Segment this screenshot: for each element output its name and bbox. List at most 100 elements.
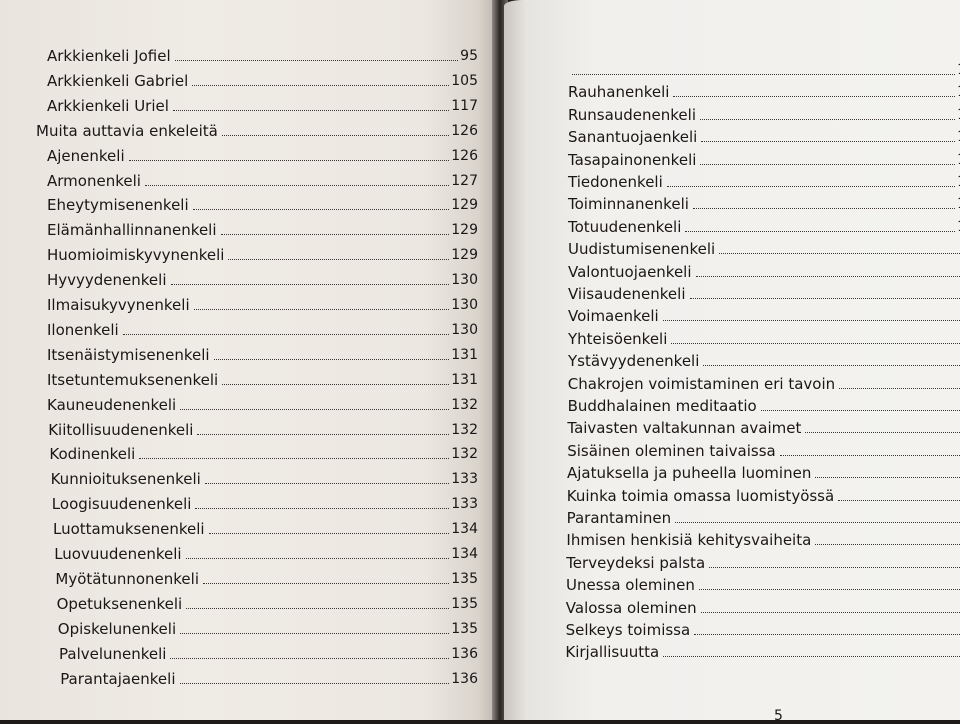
toc-entry-title: Buddhalainen meditaatio — [568, 397, 757, 415]
dot-leader — [694, 634, 960, 635]
toc-entry-title: Rauhanenkeli — [568, 83, 669, 101]
dot-leader — [696, 276, 960, 277]
toc-entry-title: Sanantuojaenkeli — [568, 128, 697, 146]
toc-entry-page: 131 — [451, 346, 478, 364]
toc-entry-title: Luovuudenenkeli — [54, 545, 181, 563]
dot-leader — [186, 558, 450, 559]
toc-entry-title: Toiminnanenkeli — [568, 195, 689, 213]
toc-entry-title: Voimaenkeli — [568, 307, 659, 325]
dot-leader — [186, 608, 449, 609]
toc-entry-title: Kiitollisuudenenkeli — [48, 421, 193, 439]
dot-leader — [693, 208, 955, 209]
toc-entry: Itsenäistymisenenkeli 131 — [47, 346, 478, 364]
dot-leader — [203, 583, 449, 584]
dot-leader — [228, 259, 449, 260]
toc-entry-title: Ihmisen henkisiä kehitysvaiheita — [566, 531, 811, 549]
toc-entry-title: Valontuojaenkeli — [568, 263, 692, 281]
toc-entry: Armonenkeli 127 — [47, 172, 478, 190]
dot-leader — [685, 231, 955, 232]
toc-entry-title: Ystävyydenenkeli — [568, 352, 699, 370]
dot-leader — [701, 612, 960, 613]
toc-entry-title: Tiedonenkeli — [568, 173, 663, 191]
toc-entry-title: Ilmaisukyvynenkeli — [47, 296, 190, 314]
toc-entry-title: Kauneudenenkeli — [47, 396, 176, 414]
dot-leader — [123, 334, 450, 335]
toc-entry-page: 105 — [451, 72, 478, 90]
toc-entry-page: 126 — [451, 147, 478, 165]
dot-leader — [690, 298, 960, 299]
dot-leader — [194, 309, 450, 310]
dot-leader — [193, 209, 450, 210]
toc-entry-title: Viisaudenenkeli — [568, 285, 686, 303]
dot-leader — [205, 483, 449, 484]
toc-entry-title: Taivasten valtakunnan avaimet — [567, 419, 801, 437]
toc-entry-title: Parantaminen — [567, 509, 672, 527]
dot-leader — [170, 658, 449, 659]
page-number: 5 — [774, 708, 783, 724]
toc-entry-title: Myötätunnonenkeli — [55, 570, 199, 588]
dot-leader — [805, 432, 960, 433]
toc-entry-page: 95 — [460, 47, 478, 65]
toc-entry-title: Parantajaenkeli — [60, 670, 175, 688]
dot-leader — [761, 410, 960, 411]
toc-entry-title: Luottamuksenenkeli — [53, 520, 205, 538]
toc-entry-page: 134 — [451, 545, 478, 563]
toc-entry: Ystävyydenenkeli — [568, 352, 960, 370]
toc-entry-title: Unessa oleminen — [566, 576, 695, 594]
toc-entry-title: Armonenkeli — [47, 172, 141, 190]
toc-entry-title: Opetuksenenkeli — [57, 595, 183, 613]
toc-entry-page: 132 — [451, 445, 478, 463]
dot-leader — [222, 384, 449, 385]
toc-entry-page: 130 — [451, 296, 478, 314]
dot-leader — [173, 110, 449, 111]
toc-entry: Parantaminen — [567, 509, 960, 527]
toc-entry: Kuinka toimia omassa luomistyössä — [567, 487, 960, 505]
dot-leader — [780, 455, 960, 456]
toc-entry-title: Hyvyydenenkeli — [47, 271, 167, 289]
toc-entry-title: Chakrojen voimistaminen eri tavoin — [568, 375, 835, 393]
dot-leader — [839, 388, 960, 389]
dot-leader — [221, 234, 450, 235]
toc-entry-title: Ajenenkeli — [47, 147, 125, 165]
dot-leader — [145, 185, 449, 186]
dot-leader — [192, 85, 449, 86]
toc-entry-page: 136 — [451, 645, 478, 663]
toc-entry: Ilmaisukyvynenkeli 130 — [47, 296, 478, 314]
toc-entry-page: 132 — [451, 421, 478, 439]
toc-entry: Rauhanenkeli1 — [568, 83, 960, 101]
toc-entry: Yhteisöenkeli — [568, 330, 960, 348]
dot-leader — [699, 589, 960, 590]
toc-entry: Chakrojen voimistaminen eri tavoin — [568, 375, 960, 393]
toc-entry-title: Tasapainonenkeli — [568, 151, 696, 169]
toc-entry-title: Itsenäistymisenenkeli — [47, 346, 210, 364]
dot-leader — [709, 567, 960, 568]
toc-entry: Unessa oleminen — [566, 576, 960, 594]
toc-entry: Toiminnanenkeli1 — [568, 195, 960, 213]
toc-entry: 1 — [568, 61, 960, 79]
toc-entry-title: Kunnioituksenenkeli — [51, 470, 201, 488]
toc-entry: Sanantuojaenkeli1 — [568, 128, 960, 146]
dot-leader — [701, 141, 955, 142]
toc-entry: Kirjallisuutta — [565, 643, 960, 661]
dot-leader — [195, 508, 449, 509]
dot-leader — [667, 186, 955, 187]
toc-entry-page: 127 — [451, 172, 478, 190]
toc-entry-title: Runsaudenenkeli — [568, 106, 696, 124]
toc-entry-page: 129 — [451, 196, 478, 214]
toc-entry-title: Opiskelunenkeli — [58, 620, 176, 638]
toc-entry-page: 117 — [451, 97, 478, 115]
dot-leader — [663, 320, 960, 321]
toc-entry-title: Arkkienkeli Gabriel — [47, 72, 188, 90]
toc-entry-title: Palvelunenkeli — [59, 645, 166, 663]
